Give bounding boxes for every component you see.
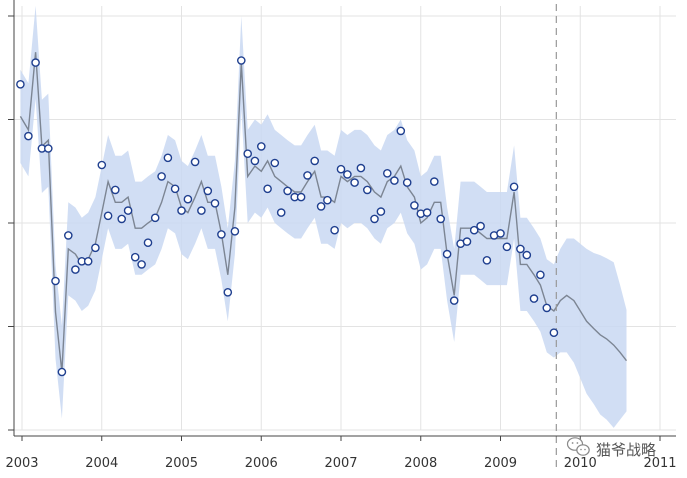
observed-point <box>217 230 226 239</box>
observed-point <box>44 144 53 153</box>
wechat-icon <box>566 437 590 456</box>
observed-point <box>303 171 312 180</box>
observed-point <box>343 170 352 179</box>
observed-point <box>230 226 240 236</box>
observed-point <box>57 367 67 377</box>
x-tick-label-2008: 2008 <box>404 456 437 471</box>
observed-point <box>442 249 452 259</box>
observed-point <box>436 214 446 224</box>
observed-point <box>276 208 286 217</box>
observed-point <box>310 156 320 166</box>
observed-point <box>16 80 25 89</box>
x-tick-label-2003: 2003 <box>5 456 38 471</box>
axes <box>8 0 676 441</box>
observed-point <box>462 237 472 246</box>
observed-point <box>429 177 439 186</box>
watermark-text: 猫爷战略 <box>596 441 656 459</box>
observed-point <box>350 178 359 187</box>
observed-point <box>509 182 519 192</box>
observed-point <box>549 328 559 338</box>
observed-point <box>177 206 186 215</box>
observed-point <box>390 176 399 185</box>
observed-point <box>170 184 180 194</box>
observed-point <box>250 156 260 166</box>
observed-point <box>410 201 419 210</box>
observed-point <box>382 168 392 178</box>
x-tick-label-2005: 2005 <box>165 456 198 471</box>
x-tick-label-2010: 2010 <box>564 456 597 471</box>
observed-point <box>336 164 346 174</box>
observed-point <box>263 184 272 194</box>
observed-point <box>137 260 146 269</box>
observed-point <box>422 208 432 217</box>
x-tick-labels: 2003 2004 2005 2006 2007 2008 2009 2010 2011 <box>5 456 676 471</box>
observed-point <box>117 214 126 224</box>
observed-point <box>163 153 173 163</box>
predicted-line <box>19 52 628 373</box>
x-tick-label-2004: 2004 <box>85 456 118 471</box>
uncertainty-band-area <box>20 5 627 428</box>
predicted-line-path <box>19 52 628 373</box>
observed-point <box>91 243 100 253</box>
observed-point <box>83 256 93 266</box>
observed-point <box>283 186 292 196</box>
observed-point <box>210 198 220 208</box>
observed-point <box>243 149 252 158</box>
observed-point <box>223 287 233 297</box>
observed-point <box>502 242 512 252</box>
x-tick-label-2007: 2007 <box>324 456 357 471</box>
observed-point <box>270 158 280 168</box>
x-tick-label-2006: 2006 <box>245 456 278 471</box>
observed-point <box>111 185 120 195</box>
observed-point <box>64 231 73 240</box>
observed-point <box>516 244 525 254</box>
observed-point <box>482 255 492 265</box>
observed-point <box>31 58 40 67</box>
observed-point <box>356 163 366 173</box>
observed-point <box>123 206 133 215</box>
observed-point <box>469 225 479 235</box>
observed-point <box>197 206 206 215</box>
observed-point <box>536 270 545 280</box>
observed-point <box>362 185 372 195</box>
observed-point <box>323 195 332 205</box>
observed-point <box>330 225 339 235</box>
x-tick-label-2011: 2011 <box>643 456 676 471</box>
observed-point <box>256 142 266 151</box>
observed-point <box>24 131 33 141</box>
observed-point <box>130 252 140 262</box>
observed-points <box>16 56 559 377</box>
observed-point <box>376 207 386 216</box>
observed-point <box>150 213 160 223</box>
observed-point <box>316 202 326 211</box>
observed-point <box>97 160 107 170</box>
observed-point <box>396 126 406 136</box>
observed-point <box>542 303 552 313</box>
observed-point <box>402 178 412 187</box>
observed-point <box>157 172 166 181</box>
observed-point <box>103 211 113 221</box>
uncertainty-band <box>20 5 627 428</box>
observed-point <box>522 250 532 260</box>
x-tick-label-2009: 2009 <box>484 456 517 471</box>
observed-point <box>71 265 80 274</box>
observed-point <box>236 56 246 65</box>
observed-point <box>496 229 505 238</box>
observed-point <box>143 238 153 247</box>
observed-point <box>51 276 60 286</box>
watermark: 猫爷战略 <box>566 437 656 459</box>
observed-point <box>529 294 539 303</box>
observed-point <box>183 194 193 204</box>
observed-point <box>370 214 379 224</box>
observed-point <box>449 296 459 305</box>
observed-point <box>476 221 485 231</box>
observed-point <box>190 157 200 167</box>
observed-point <box>203 186 213 196</box>
observed-point <box>296 192 306 202</box>
